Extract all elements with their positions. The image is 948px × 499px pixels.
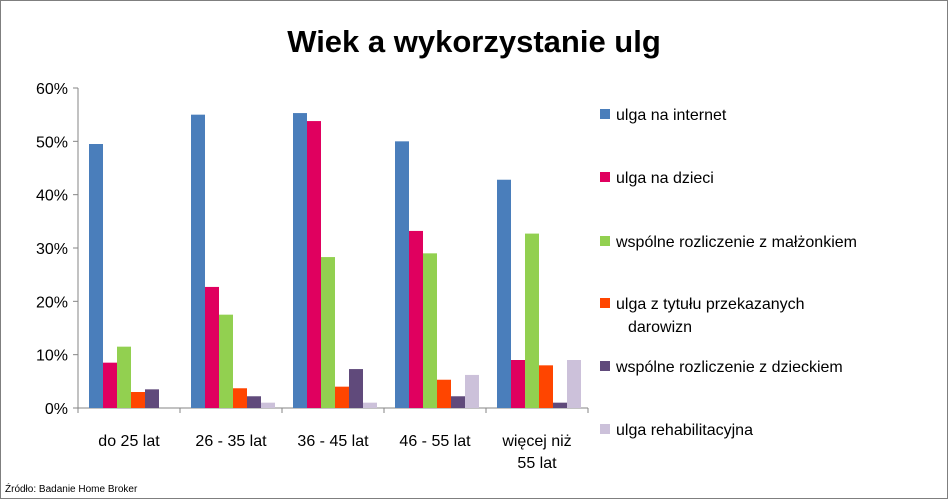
- legend-label: ulga z tytułu przekazanych darowizn: [616, 296, 805, 336]
- x-tick-label: 46 - 55 lat: [399, 433, 471, 450]
- legend-label: wspólne rozliczenie z dzieckiem: [615, 359, 843, 376]
- legend-entry: ulga na dzieci: [600, 170, 714, 187]
- x-tick-label: więcej niż 55 lat: [501, 433, 571, 472]
- x-tick-label: do 25 lat: [98, 433, 160, 450]
- bar: [321, 257, 335, 408]
- y-tick-label: 30%: [36, 241, 68, 258]
- legend-swatch: [600, 424, 610, 434]
- bar: [131, 392, 145, 408]
- bar: [117, 346, 131, 408]
- y-tick-label: 60%: [36, 81, 68, 98]
- y-tick-label: 0%: [45, 401, 68, 418]
- bar: [219, 314, 233, 408]
- source-note: Źródło: Badanie Home Broker: [5, 482, 138, 495]
- legend-swatch: [600, 172, 610, 182]
- bar: [511, 360, 525, 408]
- legend-entry: wspólne rozliczenie z małżonkiem: [600, 234, 857, 251]
- y-tick-label: 50%: [36, 134, 68, 151]
- bar: [465, 374, 479, 408]
- bar: [233, 388, 247, 408]
- bar: [205, 286, 219, 408]
- legend-swatch: [600, 298, 610, 308]
- legend-swatch: [600, 109, 610, 119]
- bar: [395, 141, 409, 409]
- bar: [103, 362, 117, 408]
- bar: [497, 179, 511, 408]
- bar: [307, 121, 321, 409]
- legend-entry: wspólne rozliczenie z dzieckiem: [600, 359, 843, 376]
- x-tick-label: 26 - 35 lat: [195, 433, 267, 450]
- legend-label: ulga na internet: [616, 107, 727, 124]
- bar: [437, 379, 451, 408]
- bar: [349, 369, 363, 408]
- y-tick-label: 40%: [36, 188, 68, 205]
- legend: ulga na internet ulga na dzieci wspólne ro…: [600, 107, 857, 439]
- legend-entry: ulga rehabilitacyjna: [600, 422, 753, 439]
- bar: [335, 386, 349, 408]
- legend-entry: ulga na internet: [600, 107, 727, 124]
- bar: [409, 230, 423, 408]
- legend-label: ulga rehabilitacyjna: [616, 422, 753, 439]
- plot-area: 0% 10% 20% 30% 40% 50% 60% do 25 lat 26 - 35 lat…: [36, 81, 589, 472]
- legend-swatch: [600, 361, 610, 371]
- bar: [539, 365, 553, 408]
- bar: [261, 402, 275, 408]
- y-tick-label: 20%: [36, 294, 68, 311]
- bar: [423, 253, 437, 408]
- bar: [293, 113, 307, 409]
- bar: [191, 114, 205, 409]
- legend-swatch: [600, 236, 610, 246]
- bar: [363, 402, 377, 408]
- bar: [451, 396, 465, 408]
- legend-label: ulga na dzieci: [616, 170, 714, 187]
- bar: [553, 402, 567, 408]
- chart-title: Wiek a wykorzystanie ulg: [287, 24, 661, 59]
- x-tick-label: 36 - 45 lat: [297, 433, 369, 450]
- legend-entry: ulga z tytułu przekazanych darowizn: [600, 296, 805, 336]
- bar: [145, 389, 159, 408]
- bar: [567, 360, 581, 408]
- bar: [525, 233, 539, 408]
- bar: [247, 396, 261, 408]
- legend-label: wspólne rozliczenie z małżonkiem: [615, 234, 857, 251]
- y-tick-label: 10%: [36, 348, 68, 365]
- bar: [89, 144, 103, 408]
